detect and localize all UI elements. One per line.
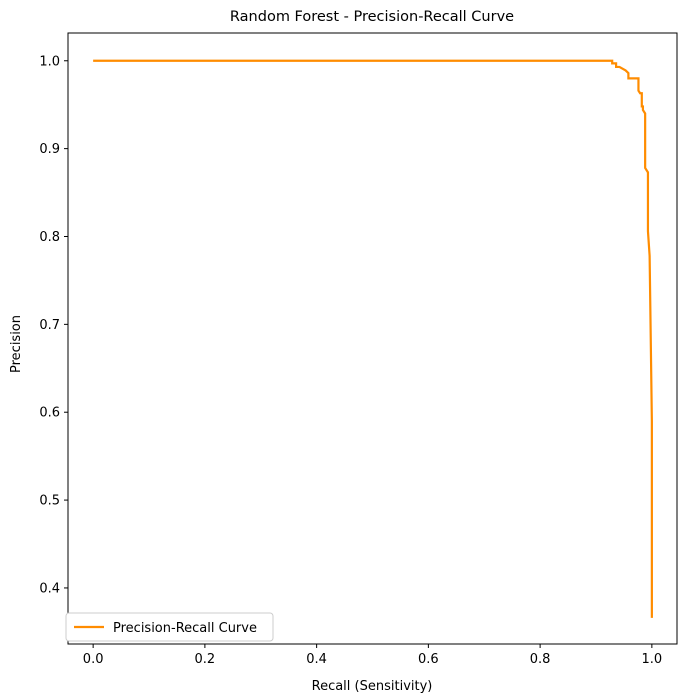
y-axis-ticks: 0.4 0.5 0.6 0.7 0.8 0.9 1.0	[39, 54, 68, 596]
legend-box	[65, 612, 274, 642]
x-tick-label: 0.0	[83, 652, 104, 667]
x-tick-label: 0.6	[418, 652, 439, 667]
y-tick-label: 1.0	[39, 54, 60, 69]
x-tick-label: 1.0	[642, 652, 663, 667]
y-tick-label: 0.4	[39, 581, 60, 596]
y-tick-label: 0.7	[39, 318, 60, 333]
y-axis-label: Precision	[9, 315, 24, 373]
y-tick-label: 0.8	[39, 230, 60, 245]
x-axis-ticks: 0.0 0.2 0.4 0.6 0.8 1.0	[83, 644, 662, 667]
y-tick-label: 0.5	[39, 494, 60, 509]
y-tick-label: 0.9	[39, 142, 60, 157]
legend-label: Precision-Recall Curve	[113, 621, 257, 636]
x-tick-label: 0.8	[530, 652, 551, 667]
x-tick-label: 0.4	[306, 652, 327, 667]
y-tick-label: 0.6	[39, 406, 60, 421]
plot-area	[67, 32, 678, 645]
x-axis-label: Recall (Sensitivity)	[312, 679, 433, 694]
legend: Precision-Recall Curve	[65, 612, 274, 642]
x-tick-label: 0.2	[195, 652, 216, 667]
chart-title: Random Forest - Precision-Recall Curve	[230, 9, 514, 25]
axes-frame	[67, 32, 678, 645]
series-line-0	[93, 59, 653, 618]
